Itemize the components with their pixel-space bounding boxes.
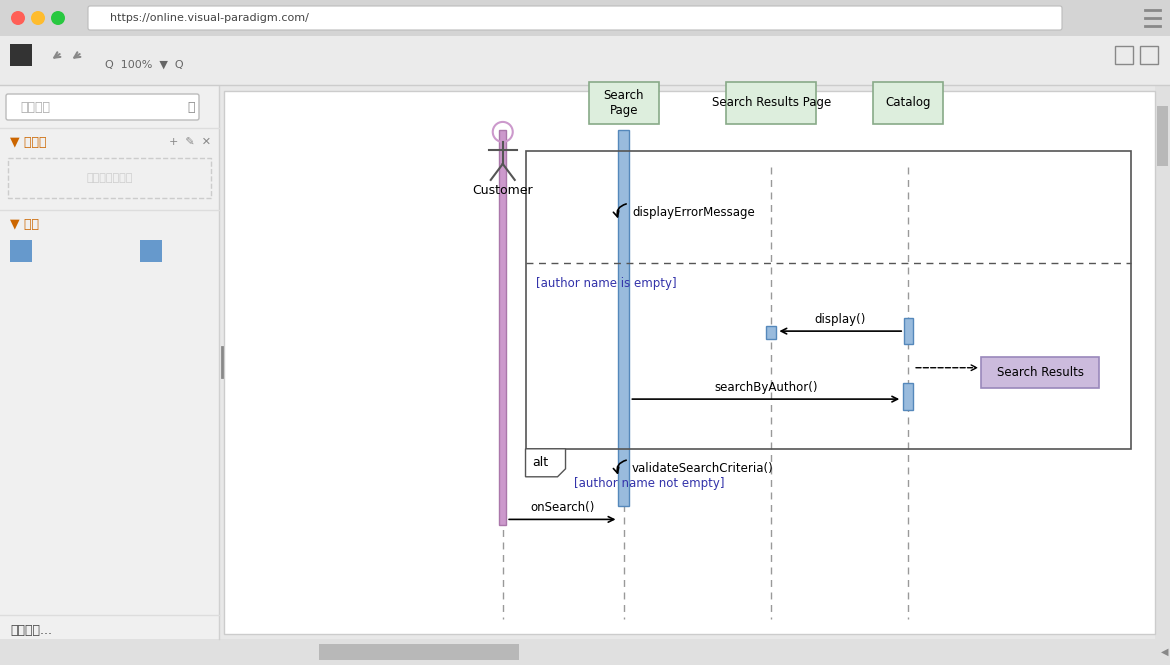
Bar [11, 240, 32, 262]
Bar [223, 91, 1155, 634]
Text: onSearch(): onSearch() [530, 501, 594, 515]
Text: 更多图形...: 更多图形... [11, 624, 51, 636]
Bar [0, 36, 1170, 85]
Bar [0, 0, 1170, 36]
FancyBboxPatch shape [88, 6, 1062, 30]
Bar [319, 644, 519, 660]
Text: ▼ 便笺本: ▼ 便笺本 [11, 136, 47, 148]
Text: 把元件拖到这里: 把元件拖到这里 [87, 173, 132, 183]
Bar [904, 318, 913, 344]
Text: displayErrorMessage: displayErrorMessage [632, 205, 755, 219]
Bar [619, 130, 629, 506]
Bar [0, 639, 1170, 665]
Bar [727, 82, 817, 124]
Bar [500, 130, 507, 525]
Polygon shape [525, 449, 565, 477]
Text: [author name not empty]: [author name not empty] [573, 477, 724, 490]
Text: https://online.visual-paradigm.com/: https://online.visual-paradigm.com/ [110, 13, 309, 23]
Text: Customer: Customer [473, 184, 534, 197]
Text: 搜寻图形: 搜寻图形 [20, 100, 50, 114]
Bar [525, 151, 1131, 449]
Text: Search Results: Search Results [997, 366, 1083, 379]
Text: Search
Page: Search Page [604, 89, 645, 117]
Bar [1140, 46, 1158, 64]
Circle shape [51, 11, 66, 25]
Bar [766, 326, 777, 339]
Bar [140, 240, 161, 262]
Bar [1157, 106, 1168, 166]
Bar [1155, 86, 1170, 639]
Bar [903, 384, 913, 410]
Text: 🔍: 🔍 [187, 100, 194, 114]
Bar [1115, 46, 1133, 64]
Text: ▼ 顺序: ▼ 顺序 [11, 217, 39, 231]
Circle shape [11, 11, 25, 25]
Bar [980, 357, 1100, 388]
Bar [0, 86, 219, 639]
Text: ◀: ◀ [1162, 647, 1169, 657]
Text: alt: alt [532, 456, 549, 469]
FancyBboxPatch shape [6, 94, 199, 120]
Text: display(): display() [814, 313, 866, 326]
Text: validateSearchCriteria(): validateSearchCriteria() [632, 462, 773, 475]
Text: [author name is empty]: [author name is empty] [536, 277, 676, 290]
Bar [589, 82, 659, 124]
Text: searchByAuthor(): searchByAuthor() [714, 381, 818, 394]
Bar [873, 82, 943, 124]
Bar [11, 44, 32, 66]
Text: +  ✎  ✕: + ✎ ✕ [168, 137, 211, 147]
Text: Catalog: Catalog [886, 96, 931, 110]
Text: Search Results Page: Search Results Page [711, 96, 831, 110]
Circle shape [30, 11, 44, 25]
Text: Q  100%  ▼  Q: Q 100% ▼ Q [105, 59, 184, 70]
